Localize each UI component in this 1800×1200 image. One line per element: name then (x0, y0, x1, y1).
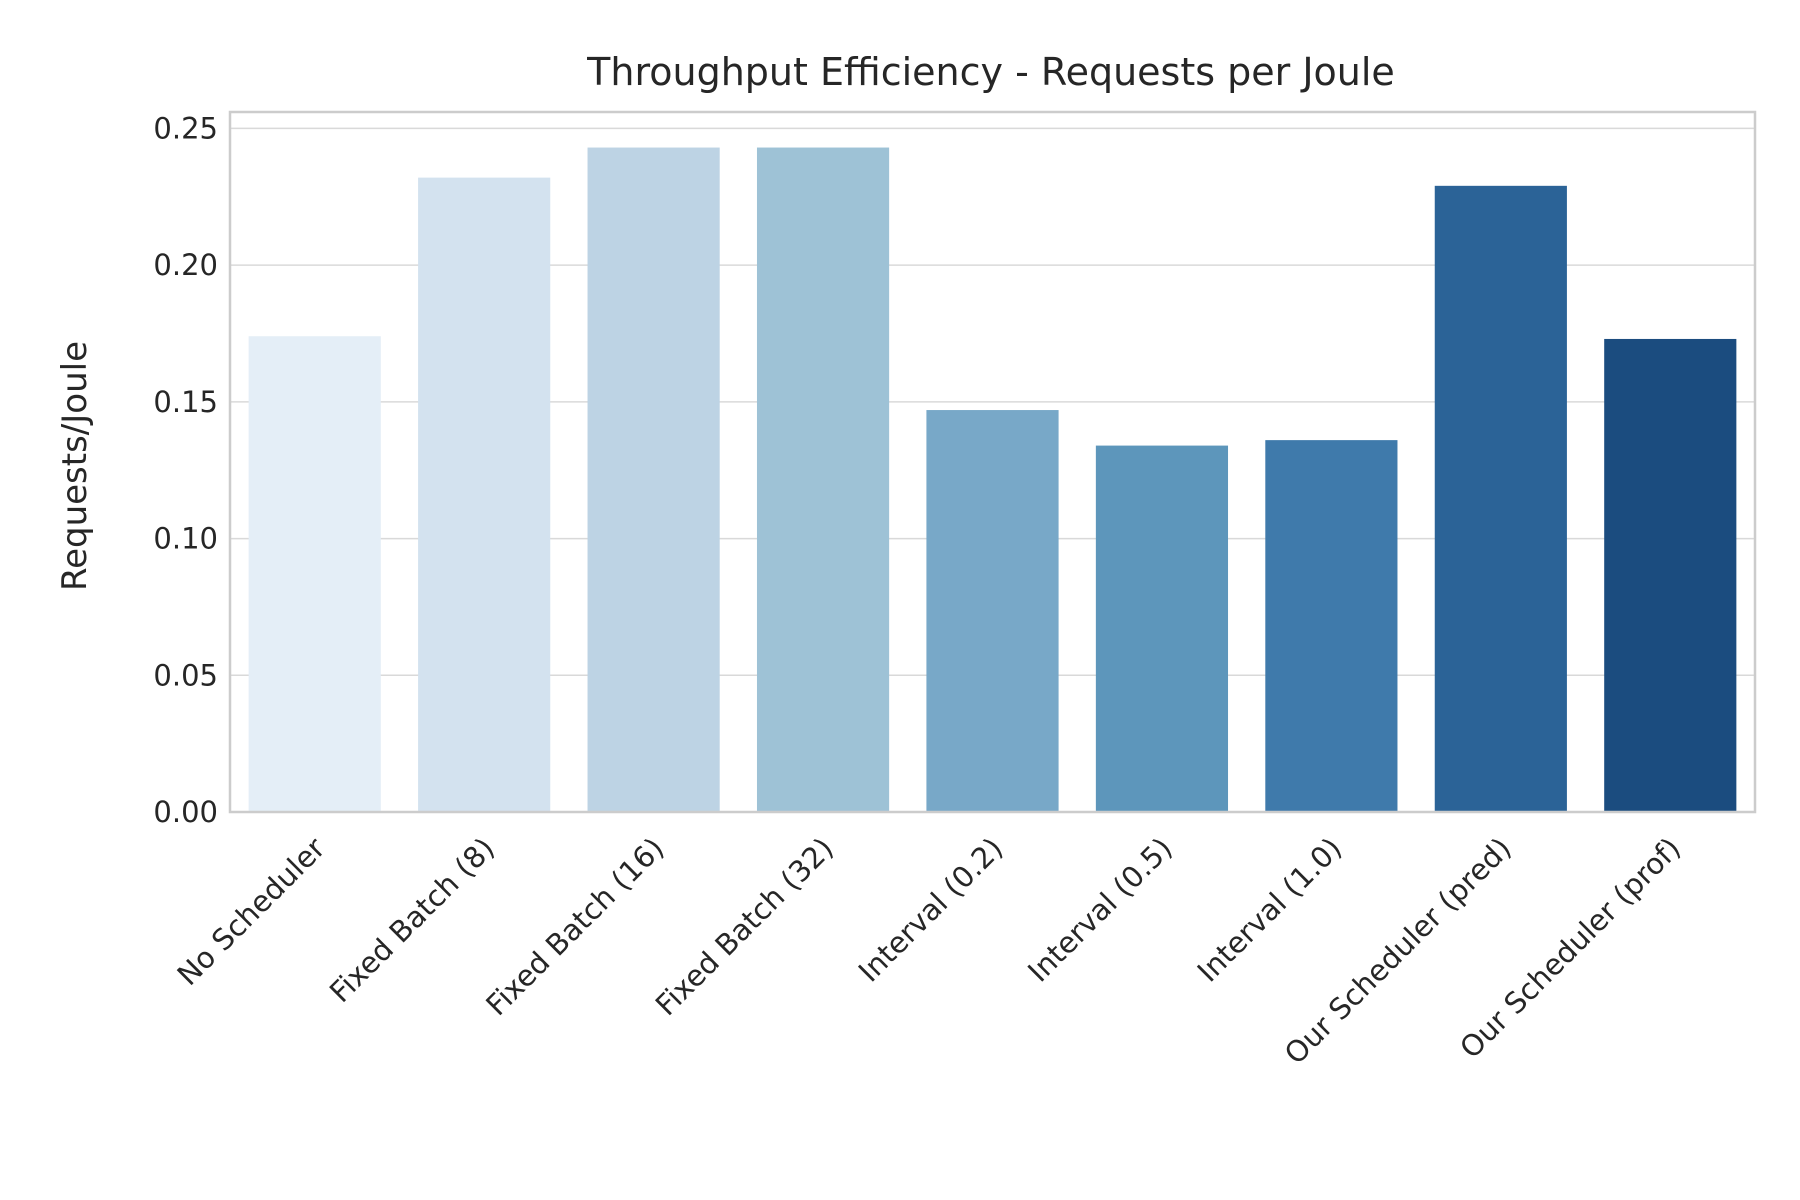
y-tick-label: 0.25 (153, 111, 218, 145)
bar (1604, 338, 1737, 812)
bars (248, 147, 1737, 812)
y-axis-label: Requests/Joule (55, 341, 95, 591)
bar (756, 147, 890, 812)
x-tick-label: Fixed Batch (8) (323, 831, 501, 1009)
bar (587, 147, 720, 812)
x-tick-label: Interval (1.0) (1191, 831, 1349, 989)
y-tick-label: 0.15 (153, 385, 218, 419)
bar (248, 336, 381, 812)
x-tick-label: Fixed Batch (16) (479, 831, 670, 1022)
x-tick-label: No Scheduler (171, 831, 332, 992)
bar (1095, 445, 1229, 812)
chart-title: Throughput Efficiency - Requests per Jou… (586, 50, 1395, 94)
y-tick-label: 0.05 (153, 658, 218, 692)
plot-frame (228, 110, 1757, 814)
bar (1434, 185, 1567, 812)
x-tick-label: Interval (0.5) (1021, 831, 1179, 989)
y-tick-label: 0.00 (153, 795, 218, 829)
x-tick-label: Fixed Batch (32) (649, 831, 840, 1022)
y-tick-labels: 0.00 0.05 0.10 0.15 0.20 0.25 (153, 111, 218, 829)
bar (1265, 440, 1398, 812)
x-tick-label: Interval (0.2) (852, 831, 1010, 989)
y-tick-label: 0.20 (153, 248, 218, 282)
bar (418, 177, 551, 812)
bar (926, 410, 1059, 812)
y-tick-label: 0.10 (153, 522, 218, 556)
